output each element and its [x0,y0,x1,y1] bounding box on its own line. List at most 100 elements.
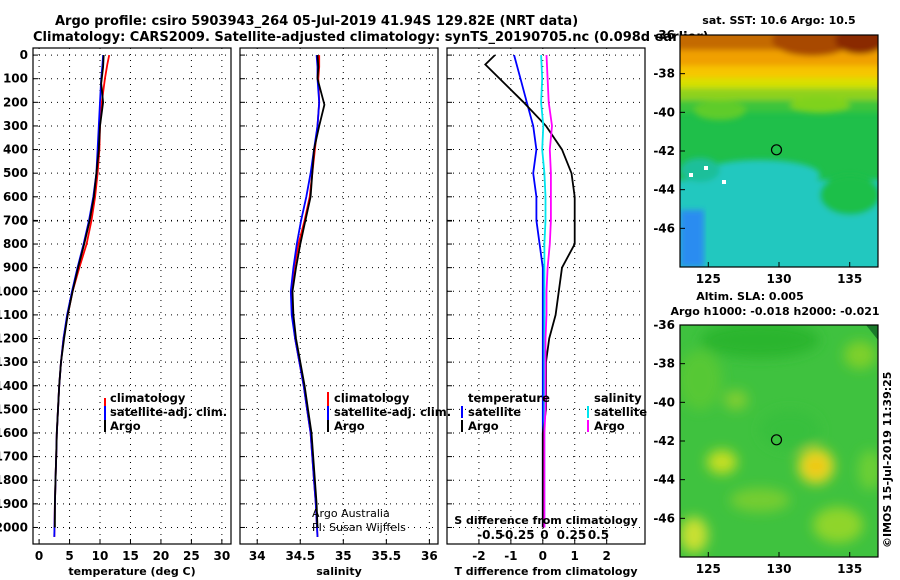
legend-satellite: satellite-adj. clim. [334,405,451,419]
salinity-series [289,55,326,537]
legend-climatology: climatology [110,391,186,405]
depth-tick-label: 0 [20,48,28,62]
sst-argo-marker [770,144,783,156]
x-tick-label: 20 [153,549,170,563]
difference-panel: -2 -1 0 1 2 -0.5-0.25 0 0.25 0.5 T difference fr… [446,47,647,578]
x-tick-label: 25 [183,549,200,563]
series-argo [54,55,105,528]
series-t-satellite [513,54,544,528]
map-x-tick-label: 130 [766,562,791,576]
depth-tick-label: 900 [3,261,28,275]
series-satellite-adj-clim- [289,55,321,537]
depth-tick-label: 100 [3,72,28,86]
sla-field [680,325,878,557]
s-tick-label: -0.25 [500,528,535,542]
s-tick-label: -0.5 [477,528,503,542]
temperature-series [53,54,111,537]
depth-tick-label: 1900 [0,497,28,511]
sst-map-title: sat. SST: 10.6 Argo: 10.5 [702,14,855,27]
depth-tick-label: 300 [3,119,28,133]
difference-s-label: S difference from climatology [454,514,638,527]
map-y-tick-label: -38 [653,357,675,371]
legend-climatology: climatology [334,391,410,405]
depth-tick-label: 2000 [0,520,28,534]
series-s-argo [543,55,553,528]
map-y-tick-label: -46 [653,221,675,235]
map-y-tick-label: -44 [653,473,675,487]
series-climatology [290,55,321,537]
legend-s-argo: Argo [594,419,625,433]
difference-x-ticks: -2 -1 0 1 2 -0.5-0.25 0 0.25 0.5 [447,54,611,563]
credit-line-1: Argo Australia [312,507,390,520]
temperature-grid [33,48,231,544]
temperature-x-ticks: 0 5 10 15 20 25 30 [33,54,231,563]
x-tick-label: 34.5 [285,549,315,563]
sla-map-subtitle: Argo h1000: -0.018 h2000: -0.021 [670,305,879,318]
x-tick-label: 15 [122,549,139,563]
title-line-2: Climatology: CARS2009. Satellite-adjuste… [33,30,709,45]
map-y-tick-label: -38 [653,67,675,81]
x-tick-label: 5 [65,549,73,563]
depth-tick-label: 700 [3,213,28,227]
legend-t-argo: Argo [468,419,499,433]
map-y-tick-label: -40 [653,395,675,409]
legend-argo: Argo [110,419,141,433]
salinity-grid [240,48,438,544]
depth-tick-label: 600 [3,190,28,204]
sst-map-axes: 125 130 135 -36 -38 -40 -42 -44 -46 [653,28,862,286]
depth-axis-labels: 0100200300400500600700080090010001100120… [0,48,28,534]
salinity-panel: 34 34.5 35 35.5 36 salinity climatology sate… [239,47,451,578]
x-tick-label: -1 [504,549,517,563]
salinity-xlabel: salinity [316,565,362,578]
map-x-tick-label: 135 [837,272,862,286]
map-x-tick-label: 130 [766,272,791,286]
depth-tick-label: 1800 [0,473,28,487]
legend-argo: Argo [334,419,365,433]
depth-tick-label: 200 [3,95,28,109]
depth-tick-label: 1400 [0,379,28,393]
imos-timestamp: ©IMOS 15-Jul-2019 11:39:25 [881,372,894,548]
x-tick-label: 30 [214,549,231,563]
depth-tick-label: 0 [20,214,28,228]
sst-field [680,35,878,267]
x-tick-label: -2 [472,549,485,563]
title-line-1: Argo profile: csiro 5903943_264 05-Jul-2… [55,14,578,29]
difference-xlabel: T difference from climatology [454,565,637,578]
sst-map-panel: sat. SST: 10.6 Argo: 10.5 [653,14,879,286]
map-x-tick-label: 125 [696,272,721,286]
map-x-tick-label: 135 [837,562,862,576]
difference-series [484,54,576,528]
x-tick-label: 36 [421,549,438,563]
x-tick-label: 34 [249,549,266,563]
x-tick-label: 35 [335,549,352,563]
salinity-legend: climatology satellite-adj. clim. Argo [327,391,451,433]
temperature-legend: climatology satellite-adj. clim. Argo [104,391,227,433]
depth-tick-label: 1300 [0,355,28,369]
depth-tick-label: 1000 [0,284,28,298]
temperature-xlabel: temperature (deg C) [68,565,195,578]
map-x-tick-label: 125 [696,562,721,576]
x-tick-label: 0 [539,549,547,563]
legend-t-title: temperature [468,391,550,405]
depth-tick-label: 1600 [0,426,28,440]
map-y-tick-label: -36 [653,28,675,42]
salinity-frame [239,47,439,545]
credit-line-2: PI: Susan Wijffels [312,521,406,534]
sla-argo-marker [770,434,783,446]
salinity-x-ticks: 34 34.5 35 35.5 36 [240,54,438,563]
series-satellite-adj-clim- [53,55,104,537]
x-tick-label: 10 [92,549,109,563]
depth-tick-label: 1700 [0,450,28,464]
map-y-tick-label: -42 [653,434,675,448]
x-tick-label: 0 [35,549,43,563]
difference-frame [446,47,646,545]
x-tick-label: 1 [571,549,579,563]
temperature-frame [32,47,232,545]
depth-tick-label: 1500 [0,402,28,416]
sla-map-panel: Altim. SLA: 0.005 Argo h1000: -0.018 h20… [653,290,879,576]
series-argo [291,55,326,528]
depth-tick-label: 400 [3,143,28,157]
depth-tick-label: 500 [3,166,28,180]
s-tick-label: 0.5 [588,528,609,542]
